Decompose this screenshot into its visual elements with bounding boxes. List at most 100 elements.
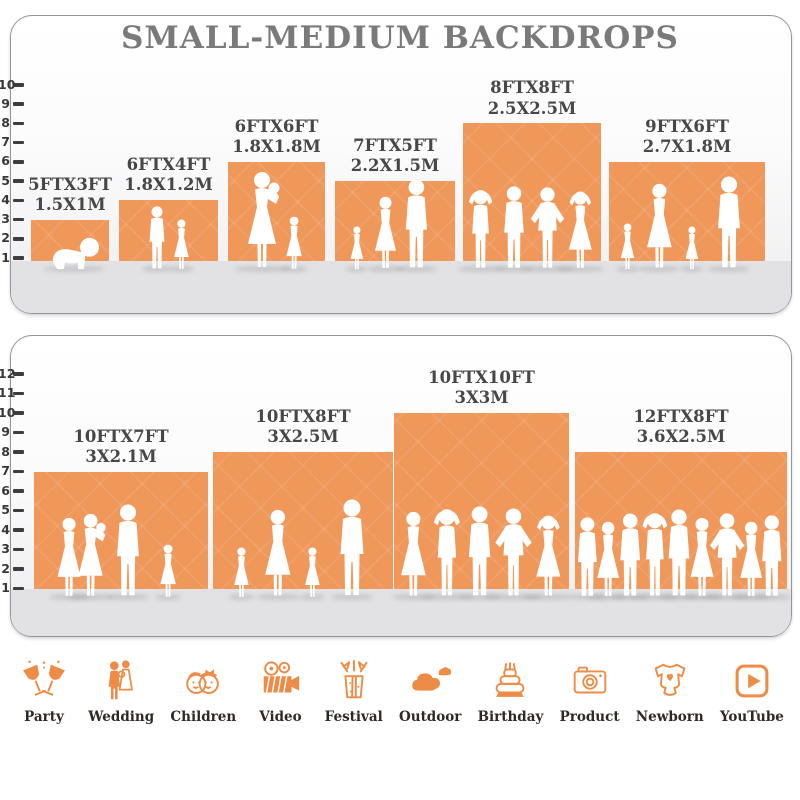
bar-size-ft: 8FTX8FT <box>490 78 574 98</box>
person-silhouette <box>617 223 638 271</box>
figure-shadow <box>48 594 89 600</box>
axis-tick-label: 6 <box>1 482 10 498</box>
category-item-party: Party <box>16 658 72 725</box>
person-silhouette <box>238 171 288 271</box>
axis-tick-mark <box>12 160 24 164</box>
figure-shadow <box>256 594 300 600</box>
figure-shadow <box>680 266 703 272</box>
panel-floor <box>11 589 791 636</box>
figure-shadow <box>495 266 533 272</box>
bar-size-m: 2.7X1.8M <box>642 137 732 157</box>
figure-shadow <box>682 594 723 600</box>
bar-size-ft: 10FTX10FT <box>428 368 535 387</box>
axis-tick-label: 7 <box>1 134 10 150</box>
bar-size-ft: 6FTX6FT <box>234 116 319 136</box>
bar-size-label: 7FTX5FT 2.2X1.5M <box>310 136 480 176</box>
category-item-festival: Festival <box>325 658 383 725</box>
figure-shadow <box>637 266 681 272</box>
category-icons-row: Party Wedding Children Video Festival Outdoor… <box>16 658 784 725</box>
figure-shadow <box>588 594 627 600</box>
axis-tick-label: 3 <box>1 541 10 556</box>
person-silhouette <box>70 513 113 599</box>
figure-shadow <box>659 594 699 600</box>
category-item-children: Children <box>170 658 236 725</box>
figure-shadow <box>142 266 171 272</box>
category-label: Video <box>259 709 302 725</box>
figure-shadow <box>616 266 640 272</box>
figure-shadow <box>523 594 573 600</box>
figure-shadow <box>391 594 435 600</box>
outdoor-icon <box>407 658 453 704</box>
axis-tick-label: 1 <box>1 580 10 595</box>
axis-tick-label: 10 <box>0 404 16 420</box>
person-silhouette <box>710 176 748 271</box>
person-silhouette <box>301 547 324 599</box>
axis-tick-label: 7 <box>1 463 10 478</box>
backdrop-bar <box>609 161 765 261</box>
axis-tick-label: 8 <box>1 443 10 459</box>
figure-shadow <box>396 266 437 272</box>
axis-tick-mark <box>12 256 24 260</box>
birthday-icon <box>487 658 533 704</box>
bar-size-label: 12FTX8FT 3.6X2.5M <box>596 407 766 447</box>
figure-shadow <box>556 266 604 272</box>
bar-size-ft: 12FTX8FT <box>633 407 729 426</box>
axis-tick-mark <box>12 198 24 203</box>
person-silhouette <box>347 226 367 271</box>
person-silhouette <box>559 189 602 271</box>
bar-size-ft: 10FTX7FT <box>73 426 169 446</box>
person-silhouette <box>526 513 571 599</box>
page-title: SMALL-MEDIUM BACKDROPS <box>121 20 679 56</box>
person-silhouette <box>109 504 147 599</box>
axis-tick-mark <box>12 411 24 415</box>
figure-shadow <box>107 594 149 600</box>
video-icon <box>257 658 303 704</box>
axis-tick-label: 2 <box>1 560 10 576</box>
figure-shadow <box>67 594 116 600</box>
category-item-outdoor: Outdoor <box>399 658 461 725</box>
axis-tick-mark <box>12 121 24 126</box>
axis-tick-mark <box>12 140 24 145</box>
axis-tick-label: 12 <box>0 365 16 381</box>
figure-shadow <box>459 594 501 600</box>
bar-size-ft: 9FTX6FT <box>645 116 729 136</box>
figure-shadow <box>280 266 308 272</box>
axis-tick-mark <box>12 236 24 241</box>
backdrop-bar <box>213 452 393 589</box>
bar-size-m: 1.8X1.2M <box>124 175 213 195</box>
figure-shadow <box>168 266 194 272</box>
newborn-icon <box>647 658 693 704</box>
category-label: Outdoor <box>399 709 462 725</box>
figure-shadow <box>345 266 368 272</box>
bar-size-m: 3.6X2.5M <box>636 427 726 447</box>
axis-tick-label: 11 <box>0 385 16 400</box>
axis-tick-label: 10 <box>0 76 16 92</box>
bar-size-label: 6FTX6FT 1.8X1.8M <box>192 117 362 157</box>
category-label: Party <box>24 709 64 725</box>
figure-shadow <box>732 594 770 600</box>
bar-size-m: 3X3M <box>454 388 509 408</box>
bar-size-m: 2.5X2.5M <box>487 98 577 118</box>
bar-size-label: 10FTX10FT 3X3M <box>397 368 567 408</box>
axis-tick-label: 3 <box>1 211 10 227</box>
bar-size-ft: 6FTX4FT <box>126 155 211 175</box>
person-silhouette <box>332 499 372 599</box>
axis-tick-label: 9 <box>1 424 10 439</box>
figure-shadow <box>569 594 606 600</box>
axis-tick-label: 2 <box>1 230 10 246</box>
figure-shadow <box>708 266 751 272</box>
panel-floor <box>11 261 791 313</box>
category-label: Wedding <box>88 709 155 725</box>
backdrop-bar <box>228 161 325 261</box>
axis-tick-mark <box>12 430 24 435</box>
category-label: Festival <box>324 709 383 725</box>
figure-shadow <box>753 594 791 600</box>
bar-size-m: 2.2X1.5M <box>350 156 440 176</box>
medium-backdrops-panel: 12 11 10 9 8 7 6 5 4 3 2 1 10FTX7FT 3X2.1M 10FTX8FT 3X2… <box>0 335 792 637</box>
small-backdrops-panel: 10 9 8 7 6 5 4 3 2 1 5FTX3FT 1.5X1M 6FTX4FT 1.8X1.2M 6… <box>0 15 792 314</box>
category-label: Birthday <box>477 709 544 725</box>
axis-tick-mark <box>12 567 24 571</box>
bar-size-m: 3X2.5M <box>267 427 339 447</box>
person-silhouette <box>640 183 679 271</box>
